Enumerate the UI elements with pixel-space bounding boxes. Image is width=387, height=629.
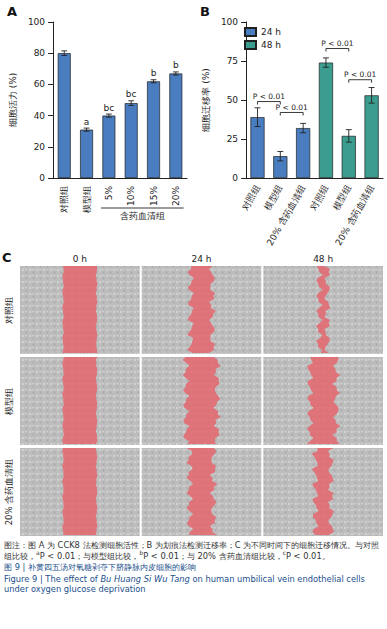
svg-text:模型组: 模型组	[331, 183, 353, 211]
svg-text:模型组: 模型组	[82, 186, 92, 213]
svg-text:对照组: 对照组	[308, 183, 330, 211]
svg-text:5%: 5%	[104, 186, 114, 201]
svg-text:15%: 15%	[149, 186, 159, 206]
svg-text:bc: bc	[104, 103, 115, 113]
svg-text:对照组: 对照组	[240, 183, 262, 211]
svg-text:48 h: 48 h	[261, 40, 281, 50]
svg-text:24 h: 24 h	[191, 254, 211, 264]
svg-text:75: 75	[227, 56, 238, 66]
svg-text:b: b	[151, 68, 157, 78]
svg-text:P < 0.01: P < 0.01	[253, 92, 286, 101]
svg-text:0: 0	[39, 173, 45, 183]
svg-text:20%: 20%	[171, 186, 181, 206]
svg-text:bc: bc	[126, 89, 137, 99]
svg-text:20% 含药血清组: 20% 含药血清组	[265, 183, 308, 247]
svg-text:对照组: 对照组	[4, 297, 14, 324]
svg-text:80: 80	[34, 48, 46, 58]
svg-text:50: 50	[227, 95, 239, 105]
svg-text:A: A	[7, 4, 17, 19]
html-text:图 9 | 补黄四五汤对氧糖剥夺下脐静脉内皮细胞的影响: 图 9 | 补黄四五汤对氧糖剥夺下脐静脉内皮细胞的影响	[4, 562, 196, 572]
svg-text:60: 60	[34, 79, 46, 89]
svg-text:含药血清组: 含药血清组	[120, 211, 165, 221]
svg-text:a: a	[84, 117, 90, 127]
svg-text:48 h: 48 h	[313, 254, 333, 264]
svg-text:P < 0.01: P < 0.01	[321, 39, 354, 48]
svg-text:b: b	[173, 60, 179, 70]
html-text:Figure 9 | The effect of Bu Hu: Figure 9 | The effect of Bu Huang Si Wu …	[4, 573, 365, 594]
svg-text:细胞迁移率 (%): 细胞迁移率 (%)	[201, 68, 211, 131]
svg-text:20% 含药血清组: 20% 含药血清组	[333, 183, 376, 247]
svg-text:10%: 10%	[126, 186, 136, 206]
svg-text:细胞活力 (%): 细胞活力 (%)	[8, 73, 18, 127]
svg-text:C: C	[2, 250, 12, 265]
svg-text:0 h: 0 h	[73, 254, 87, 264]
svg-text:100: 100	[28, 17, 45, 27]
svg-text:模型组: 模型组	[262, 183, 284, 211]
svg-text:模型组: 模型组	[4, 388, 14, 415]
svg-text:100: 100	[221, 17, 238, 27]
svg-text:P < 0.01: P < 0.01	[344, 70, 377, 79]
svg-text:25: 25	[227, 134, 238, 144]
svg-text:0: 0	[232, 173, 238, 183]
svg-text:对照组: 对照组	[59, 186, 69, 213]
svg-text:40: 40	[34, 111, 46, 121]
svg-text:20: 20	[34, 142, 46, 152]
svg-text:24 h: 24 h	[261, 27, 281, 37]
html-text:图注：图 A 为 CCK8 法检测细胞活性；B 为划痕法检测: 图注：图 A 为 CCK8 法检测细胞活性；B 为划痕法检测迁移率；C 为不同时…	[4, 540, 380, 561]
svg-text:B: B	[200, 4, 210, 19]
svg-text:P < 0.01: P < 0.01	[276, 103, 309, 112]
svg-text:20% 含药血清组: 20% 含药血清组	[4, 459, 14, 526]
